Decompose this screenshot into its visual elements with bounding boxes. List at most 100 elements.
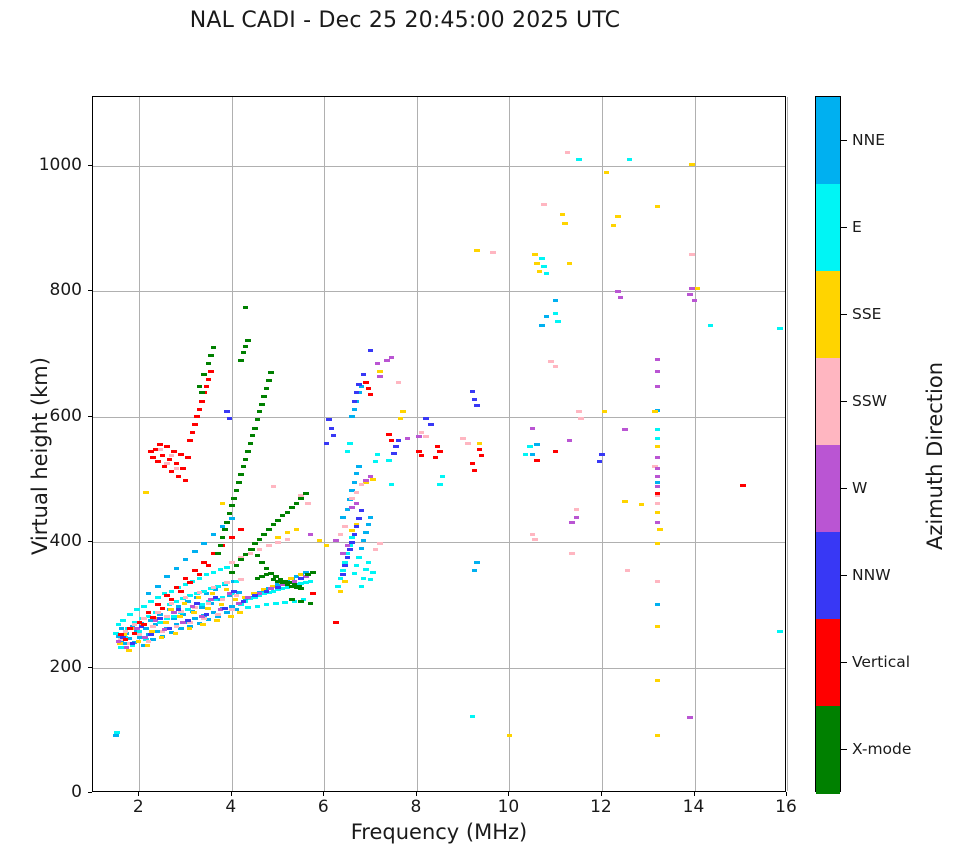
x-axis-tick-label: 4 [225, 797, 237, 817]
data-point [307, 579, 314, 583]
data-point [548, 360, 554, 364]
data-point [155, 610, 161, 614]
colorbar-tick [841, 661, 847, 663]
data-point [217, 608, 224, 612]
data-point [310, 570, 316, 574]
colorbar-segment-vertical[interactable] [816, 619, 840, 707]
data-point [201, 589, 207, 593]
gridline-vertical [416, 97, 418, 791]
data-point [654, 520, 661, 524]
data-point [157, 612, 163, 616]
data-point [254, 577, 261, 581]
data-point [161, 465, 168, 469]
data-point [307, 533, 314, 537]
data-point [297, 573, 304, 577]
data-point [654, 370, 661, 374]
y-axis-tick-label: 0 [71, 782, 82, 802]
data-point [363, 380, 369, 384]
data-point [263, 387, 270, 391]
data-point [143, 637, 149, 641]
data-point [328, 426, 335, 430]
data-point [353, 524, 360, 528]
data-point [155, 603, 161, 607]
data-point [323, 441, 330, 445]
data-point [367, 393, 374, 397]
data-point [284, 585, 291, 589]
data-point [122, 629, 129, 633]
data-point [529, 426, 536, 430]
data-point [416, 449, 422, 453]
data-point [344, 449, 351, 453]
data-point [654, 437, 661, 441]
data-point [191, 610, 197, 614]
data-point [166, 457, 173, 461]
colorbar-segment-ssw[interactable] [816, 358, 840, 446]
data-point [298, 493, 304, 497]
data-point [163, 620, 169, 624]
colorbar-segment-e[interactable] [816, 184, 840, 272]
data-point [254, 604, 261, 608]
data-point [349, 529, 355, 533]
data-point [161, 592, 168, 596]
data-point [173, 600, 180, 604]
data-point [164, 575, 170, 579]
data-point [349, 415, 355, 419]
data-point [365, 387, 372, 391]
colorbar[interactable] [815, 96, 841, 794]
data-point [192, 550, 198, 554]
data-point [638, 503, 645, 507]
colorbar-tick-label-nne: NNE [852, 130, 885, 149]
data-point [150, 625, 156, 629]
y-axis-tick-label: 200 [49, 656, 82, 677]
data-point [351, 399, 358, 403]
data-point [367, 515, 374, 519]
data-point [654, 481, 661, 485]
data-point [196, 407, 203, 411]
data-point [555, 319, 561, 323]
data-point [205, 618, 212, 622]
data-point [201, 541, 207, 545]
data-point [532, 537, 538, 541]
colorbar-segment-sse[interactable] [816, 271, 840, 359]
y-axis-tick [88, 792, 92, 793]
data-point [263, 573, 270, 577]
data-point [148, 619, 154, 623]
data-point [187, 593, 193, 597]
data-point [351, 407, 358, 411]
colorbar-segment-nnw[interactable] [816, 532, 840, 620]
data-point [201, 617, 207, 621]
data-point [171, 610, 177, 614]
data-point [159, 454, 166, 458]
data-point [148, 600, 154, 604]
colorbar-tick-label-nnw: NNW [852, 565, 891, 584]
data-point [342, 564, 348, 568]
data-point [123, 646, 130, 650]
data-point [217, 568, 224, 572]
data-point [131, 623, 138, 627]
colorbar-segment-x-mode[interactable] [816, 706, 840, 794]
data-point [465, 441, 471, 445]
colorbar-segment-w[interactable] [816, 445, 840, 533]
colorbar-segment-nne[interactable] [816, 97, 840, 185]
data-point [622, 427, 628, 431]
x-axis-tick [600, 792, 602, 796]
x-axis-tick-label: 8 [410, 797, 422, 817]
data-point [113, 733, 119, 737]
data-point [215, 551, 221, 555]
data-point [564, 150, 571, 154]
data-point [260, 588, 267, 592]
data-point [141, 617, 147, 621]
data-point [694, 286, 700, 290]
data-point [386, 459, 392, 463]
data-point [474, 403, 480, 407]
data-point [212, 587, 219, 591]
data-point [143, 627, 149, 631]
data-point [266, 378, 272, 382]
data-point [404, 437, 411, 441]
data-point [238, 358, 244, 362]
data-point [654, 678, 661, 682]
data-point [222, 606, 228, 610]
data-point [168, 608, 174, 612]
data-point [654, 474, 661, 478]
